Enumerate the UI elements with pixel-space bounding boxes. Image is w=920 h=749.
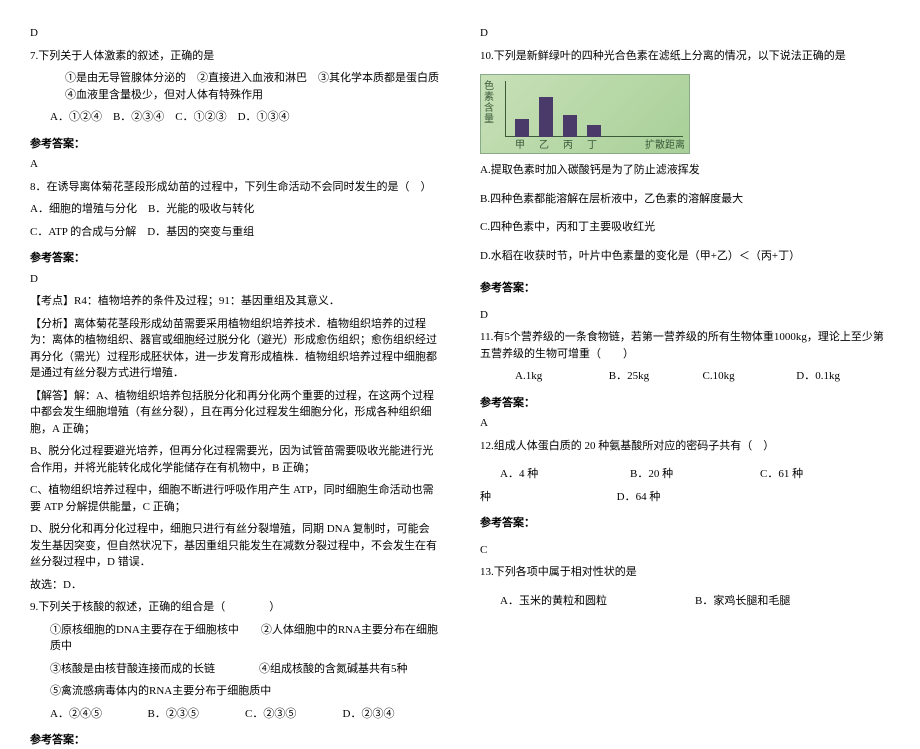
q8-jieda-end: 故选：D． [30, 577, 440, 594]
q12-opt-a: A．4 种 [500, 466, 630, 483]
q8-jieda-b: B、脱分化过程要避光培养，但再分化过程需要光，因为试管苗需要吸收光能进行光合作用… [30, 443, 440, 476]
q13-opt-b: B．家鸡长腿和毛腿 [695, 593, 890, 610]
answer-9: D [480, 25, 890, 42]
q9-stem: 9.下列关于核酸的叙述，正确的组合是（ ） [30, 599, 440, 616]
chart-xl-1: 甲 [515, 136, 525, 151]
chart-bar-3 [563, 115, 577, 137]
q7-options: A．①②④ B．②③④ C．①②③ D．①③④ [30, 109, 440, 126]
q9-opt-a: A．②④⑤ [50, 706, 148, 723]
q8-answer-label: 参考答案： [30, 250, 440, 267]
right-column: D 10.下列是新鲜绿叶的四种光合色素在滤纸上分离的情况，以下说法正确的是 色素… [480, 25, 890, 626]
q11-opt-d: D．0.1kg [796, 368, 890, 385]
q12-options-row1: A．4 种 B．20 种 C．61 种 [480, 466, 890, 483]
q8-kaodian: 【考点】R4：植物培养的条件及过程；91：基因重组及其意义． [30, 293, 440, 310]
q10-answer: D [480, 307, 890, 324]
q9-options: A．②④⑤ B．②③⑤ C．②③⑤ D．②③④ [30, 706, 440, 723]
q12-stem: 12.组成人体蛋白质的 20 种氨基酸所对应的密码子共有（ ） [480, 438, 890, 455]
q9-opt-d: D．②③④ [343, 706, 441, 723]
q11-opt-a: A.1kg [515, 368, 609, 385]
q7-circled: ①是由无导管腺体分泌的 ②直接进入血液和淋巴 ③其化学本质都是蛋白质 ④血液里含… [30, 70, 440, 103]
q10-opt-a: A.提取色素时加入碳酸钙是为了防止滤液挥发 [480, 162, 890, 179]
chart-axis-y [505, 81, 506, 137]
q10-opt-c: C.四种色素中，丙和丁主要吸收红光 [480, 219, 890, 236]
q11-opt-b: B．25kg [609, 368, 703, 385]
q7-stem: 7.下列关于人体激素的叙述，正确的是 [30, 48, 440, 65]
q9-line3: ⑤禽流感病毒体内的RNA主要分布于细胞质中 [30, 683, 440, 700]
chart-bar-2 [539, 97, 553, 137]
q10-answer-label: 参考答案： [480, 280, 890, 297]
chart-xl-4: 丁 [587, 136, 597, 151]
q9-opt-b: B．②③⑤ [148, 706, 246, 723]
q12-opt-b: B．20 种 [630, 466, 760, 483]
q9-line2: ③核酸是由核苷酸连接而成的长链 ④组成核酸的含氮碱基共有5种 [30, 661, 440, 678]
q11-opt-c: C.10kg [703, 368, 797, 385]
q8-opt-cd: C．ATP 的合成与分解 D．基因的突变与重组 [30, 224, 440, 241]
q12-opt-d: D．64 种 [617, 489, 754, 506]
q12-opt-c: C．61 种 [760, 466, 890, 483]
q7-answer: A [30, 156, 440, 173]
chart-right-label: 扩散距离 [645, 136, 685, 151]
answer-6: D [30, 25, 440, 42]
q12-extra: 种 [480, 489, 617, 506]
q8-jieda-a: 【解答】解：A、植物组织培养包括脱分化和再分化两个重要的过程，在这两个过程中都会… [30, 388, 440, 438]
q8-jieda-d: D、脱分化和再分化过程中，细胞只进行有丝分裂增殖，同期 DNA 复制时，可能会发… [30, 521, 440, 571]
q10-opt-b: B.四种色素都能溶解在层析液中，乙色素的溶解度最大 [480, 191, 890, 208]
chart-ylabel: 色素含量 [484, 81, 494, 125]
q8-stem: 8．在诱导离体菊花茎段形成幼苗的过程中，下列生命活动不会同时发生的是（ ） [30, 179, 440, 196]
q13-opt-a: A．玉米的黄粒和圆粒 [500, 593, 695, 610]
q13-options: A．玉米的黄粒和圆粒 B．家鸡长腿和毛腿 [480, 593, 890, 610]
q8-opt-ab: A．细胞的增殖与分化 B．光能的吸收与转化 [30, 201, 440, 218]
q7-answer-label: 参考答案： [30, 136, 440, 153]
chart-bar-1 [515, 119, 529, 137]
q8-jieda-c: C、植物组织培养过程中，细胞不断进行呼吸作用产生 ATP，同时细胞生命活动也需要… [30, 482, 440, 515]
q9-answer-label: 参考答案： [30, 732, 440, 749]
q11-stem: 11.有5个营养级的一条食物链，若第一营养级的所有生物体重1000kg，理论上至… [480, 329, 890, 362]
q8-answer: D [30, 271, 440, 288]
q12-answer: C [480, 542, 890, 559]
q12-options-row2: 种 D．64 种 [480, 489, 890, 506]
q9-opt-c: C．②③⑤ [245, 706, 343, 723]
q10-stem: 10.下列是新鲜绿叶的四种光合色素在滤纸上分离的情况，以下说法正确的是 [480, 48, 890, 65]
q10-chart: 色素含量 甲 乙 丙 丁 扩散距离 [480, 74, 690, 154]
q11-options: A.1kg B．25kg C.10kg D．0.1kg [480, 368, 890, 385]
q8-fenxi: 【分析】离体菊花茎段形成幼苗需要采用植物组织培养技术．植物组织培养的过程为：离体… [30, 316, 440, 382]
q10-opt-d: D.水稻在收获时节，叶片中色素量的变化是（甲+乙）＜（丙+丁） [480, 248, 890, 265]
q11-answer-label: 参考答案： [480, 395, 890, 412]
chart-xl-3: 丙 [563, 136, 573, 151]
left-column: D 7.下列关于人体激素的叙述，正确的是 ①是由无导管腺体分泌的 ②直接进入血液… [30, 25, 440, 626]
chart-xl-2: 乙 [539, 136, 549, 151]
q9-line1: ①原核细胞的DNA主要存在于细胞核中 ②人体细胞中的RNA主要分布在细胞质中 [30, 622, 440, 655]
q12-answer-label: 参考答案： [480, 515, 890, 532]
q13-stem: 13.下列各项中属于相对性状的是 [480, 564, 890, 581]
q11-answer: A [480, 415, 890, 432]
